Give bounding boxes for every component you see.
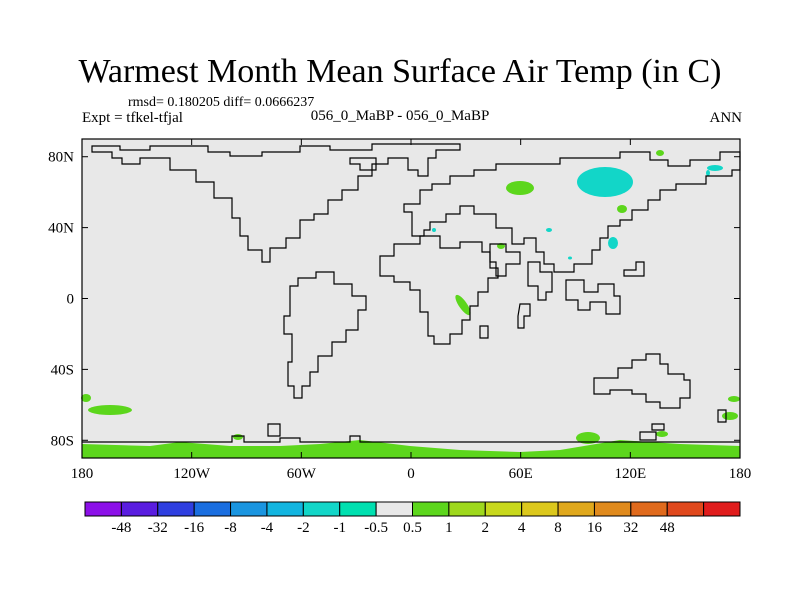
lon-tick-label: 60E	[509, 466, 533, 482]
anomaly-region	[506, 181, 534, 195]
coastline-india	[527, 261, 553, 301]
colorbar-label: 8	[554, 520, 562, 536]
colorbar-label: -0.5	[364, 520, 388, 536]
lat-tick-label: 80N	[48, 150, 74, 166]
colorbar-swatch	[266, 501, 304, 517]
lon-tick-label: 180	[729, 466, 752, 482]
lat-axis: 80N 40N 0 40S 80S	[48, 150, 740, 449]
colorbar-label: 16	[587, 520, 603, 536]
lon-axis: 180 120W 60W 0 60E 120E 180	[71, 139, 752, 482]
colorbar-label: 0.5	[403, 520, 422, 536]
colorbar-label: -4	[261, 520, 274, 536]
lon-tick-label: 120E	[614, 466, 646, 482]
lat-tick-label: 80S	[51, 433, 74, 449]
anomaly-region	[577, 167, 633, 197]
colorbar-swatch	[412, 501, 450, 517]
lat-tick-label: 40N	[48, 221, 74, 237]
anomaly-region	[81, 394, 91, 402]
coastlines	[82, 143, 741, 443]
coastline-greenland	[349, 157, 377, 171]
colorbar-label: -48	[111, 520, 131, 536]
anomaly-region	[568, 256, 572, 260]
colorbar-label: 1	[445, 520, 453, 536]
lat-tick-label: 40S	[51, 362, 74, 378]
coastline-north-america	[91, 143, 461, 263]
coastline-south-america	[283, 271, 367, 399]
colorbar-label: -1	[333, 520, 346, 536]
lat-tick-label: 0	[67, 292, 75, 308]
experiment-label: Expt = tfkel-tfjal	[82, 110, 183, 126]
colorbar-swatch	[84, 501, 122, 517]
lon-tick-label: 180	[71, 466, 94, 482]
coastline-new-zealand	[717, 409, 727, 423]
colorbar-swatch	[593, 501, 632, 517]
colorbar-swatch	[703, 501, 741, 517]
map-title: Warmest Month Mean Surface Air Temp (in …	[78, 53, 722, 90]
anomaly-region	[656, 150, 664, 156]
colorbar-label: 4	[518, 520, 526, 536]
coastline-eurasia	[403, 151, 741, 273]
anomaly-region	[233, 434, 243, 440]
anomaly-region	[707, 165, 723, 171]
coastline-ross-islands	[651, 423, 665, 431]
anomaly-region	[608, 237, 618, 249]
colorbar-swatch	[230, 501, 268, 517]
colorbar-label: -32	[148, 520, 168, 536]
colorbar-swatch	[666, 501, 705, 517]
anomaly-region	[88, 405, 132, 415]
coastline-madagascar	[479, 325, 489, 339]
lon-tick-label: 120W	[173, 466, 211, 482]
anomaly-fill-layer	[81, 150, 740, 458]
coastline-southeast-asia	[565, 279, 621, 315]
lon-tick-label: 0	[407, 466, 415, 482]
colorbar-swatch	[120, 501, 159, 517]
colorbar-label: 48	[660, 520, 675, 536]
season-label: ANN	[709, 110, 743, 126]
anomaly-region	[432, 228, 436, 232]
colorbar-label: -16	[184, 520, 204, 536]
colorbar-swatch	[193, 501, 232, 517]
anomaly-region	[82, 440, 740, 458]
coastline-antarctica	[82, 435, 740, 443]
coastline-sumatra	[517, 303, 531, 329]
coastline-ross-islands	[639, 431, 657, 441]
colorbar-label: -2	[297, 520, 310, 536]
anomaly-region	[728, 396, 740, 402]
colorbar-swatch	[339, 501, 377, 517]
coastline-japan	[623, 261, 645, 277]
anomaly-region	[455, 294, 471, 316]
anomaly-region	[722, 412, 738, 420]
coastline-antarctic-peninsula	[267, 423, 281, 437]
colorbar-label: 2	[482, 520, 490, 536]
colorbar-label: 32	[623, 520, 638, 536]
map-background	[82, 139, 740, 458]
coastline-australia	[593, 353, 691, 409]
stats-label: rmsd= 0.180205 diff= 0.0666237	[128, 95, 315, 110]
colorbar-labels: -48 -32 -16 -8 -4 -2 -1 -0.5 0.5 1 2 4 8 16 32 48	[111, 520, 674, 536]
colorbar-label: -8	[224, 520, 237, 536]
anomaly-region	[706, 170, 710, 176]
colorbar-swatch	[157, 501, 195, 517]
colorbar-swatch	[630, 501, 668, 517]
coastline-africa	[379, 235, 499, 345]
anomaly-region	[617, 205, 627, 213]
colorbar-swatch	[521, 501, 559, 517]
period-label: 056_0_MaBP - 056_0_MaBP	[310, 108, 490, 124]
colorbar-swatch	[448, 501, 486, 517]
colorbar-swatch	[557, 501, 595, 517]
anomaly-region	[656, 431, 668, 437]
anomaly-region	[546, 228, 552, 232]
lon-tick-label: 60W	[287, 466, 317, 482]
coastline-arabia	[489, 243, 521, 277]
colorbar-swatch	[375, 501, 414, 517]
colorbar-swatch	[302, 501, 341, 517]
anomaly-region	[576, 432, 600, 444]
colorbar-swatch	[484, 501, 523, 517]
colorbar	[84, 501, 741, 517]
